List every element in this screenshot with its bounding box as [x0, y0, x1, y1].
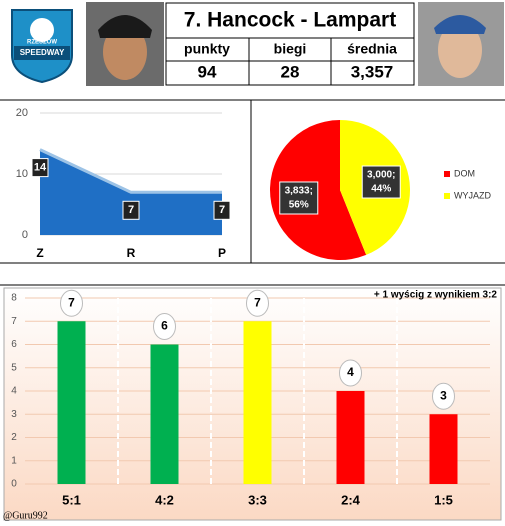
y-tick-label: 20: [16, 107, 28, 119]
y-tick-label: 4: [11, 386, 17, 397]
data-label: 7: [128, 204, 134, 216]
y-tick-label: 2: [11, 432, 17, 443]
data-label: 3: [440, 388, 447, 402]
y-tick-label: 7: [11, 316, 17, 327]
credit: @Guru992: [3, 510, 48, 521]
column-value: 3,357: [351, 62, 394, 81]
legend-swatch: [444, 171, 450, 177]
annotation: + 1 wyścig z wynikiem 3:2: [374, 290, 498, 301]
data-label: 6: [161, 319, 168, 333]
x-tick-label: 1:5: [434, 492, 453, 507]
logo: RZESZÓW SPEEDWAY: [11, 9, 73, 84]
y-tick-label: 10: [16, 168, 28, 180]
data-label-box: [213, 200, 231, 220]
data-label: 3,833;: [285, 186, 313, 197]
column-value: 28: [281, 62, 300, 81]
bar: [150, 344, 179, 484]
x-tick-label: R: [127, 246, 136, 260]
logo-text: RZESZÓW: [27, 38, 57, 46]
y-tick-label: 5: [11, 362, 17, 373]
data-label-bubble: [153, 313, 176, 340]
data-label-bubble: [339, 359, 362, 387]
data-label: 3,000;: [367, 170, 395, 181]
y-tick-label: 0: [11, 479, 17, 490]
data-label: 7: [254, 295, 261, 309]
photo-right: [418, 2, 504, 86]
x-tick-label: 2:4: [341, 492, 361, 507]
data-label: 4: [347, 365, 354, 379]
bar: [243, 321, 272, 484]
area-line: [39, 148, 222, 194]
x-tick-label: P: [218, 246, 226, 260]
data-label-box: [31, 158, 49, 178]
data-label: 14: [34, 162, 47, 174]
column-value: 94: [198, 62, 217, 81]
legend-swatch: [444, 193, 450, 199]
bar: [429, 414, 458, 484]
x-tick-label: 3:3: [248, 492, 267, 507]
title: 7. Hancock - Lampart: [184, 9, 396, 32]
column-header: biegi: [274, 41, 307, 57]
bar: [57, 321, 86, 484]
column-header: punkty: [184, 41, 230, 57]
data-label: 44%: [371, 184, 391, 195]
data-label-bubble: [246, 289, 269, 317]
column-header: średnia: [347, 41, 397, 57]
legend-label: DOM: [454, 168, 475, 178]
data-label-bubble: [432, 382, 455, 410]
header-table: [165, 2, 415, 86]
y-tick-label: 8: [11, 293, 17, 304]
data-label: 56%: [289, 200, 309, 211]
logo-text: SPEEDWAY: [20, 48, 65, 57]
legend-label: WYJAZD: [454, 190, 491, 200]
x-tick-label: Z: [36, 246, 43, 260]
data-label: 7: [219, 204, 225, 216]
y-tick-label: 0: [22, 229, 28, 241]
data-label-box: [122, 200, 140, 220]
y-tick-label: 6: [11, 339, 17, 350]
data-label: 7: [68, 295, 75, 309]
data-label-box: [279, 181, 319, 215]
y-tick-label: 1: [11, 455, 17, 466]
data-label-box: [361, 165, 401, 199]
y-tick-label: 3: [11, 409, 17, 420]
data-label-bubble: [60, 289, 83, 317]
x-tick-label: 5:1: [62, 492, 81, 507]
x-tick-label: 4:2: [155, 492, 174, 507]
bar: [336, 391, 365, 484]
photo-left: [86, 2, 164, 86]
